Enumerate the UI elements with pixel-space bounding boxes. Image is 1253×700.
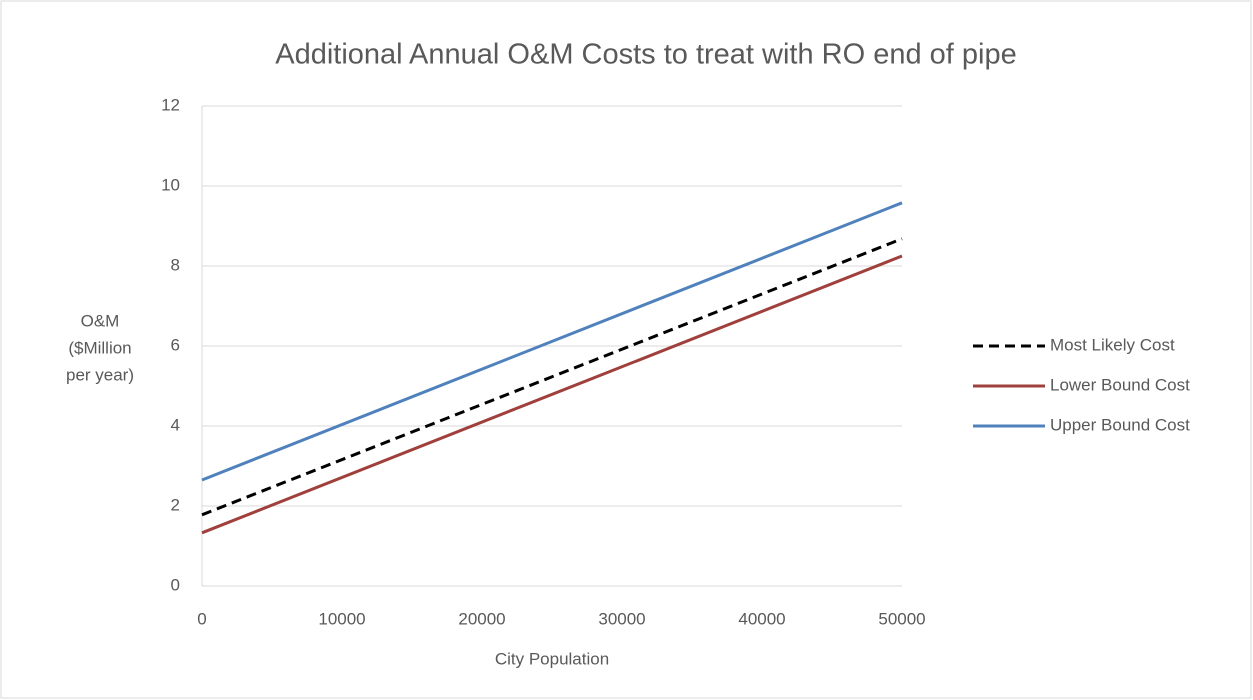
legend-label: Most Likely Cost	[1050, 335, 1175, 354]
legend-label: Upper Bound Cost	[1050, 415, 1190, 434]
y-tick-label: 0	[171, 575, 180, 594]
x-tick-label: 40000	[738, 609, 785, 628]
y-axis-title: ($Million	[68, 338, 131, 357]
y-tick-label: 2	[171, 495, 180, 514]
x-axis-title: City Population	[495, 649, 609, 668]
series-line	[201, 237, 903, 517]
y-axis-title: O&M	[81, 311, 120, 330]
legend-label: Lower Bound Cost	[1050, 375, 1190, 394]
x-tick-label: 30000	[598, 609, 645, 628]
x-tick-label: 50000	[878, 609, 925, 628]
y-tick-label: 6	[171, 335, 180, 354]
x-tick-label: 0	[197, 609, 206, 628]
series-line	[201, 254, 903, 535]
x-tick-label: 20000	[458, 609, 505, 628]
x-tick-label: 10000	[318, 609, 365, 628]
y-tick-label: 12	[161, 95, 180, 114]
y-tick-label: 4	[171, 415, 180, 434]
y-tick-label: 8	[171, 255, 180, 274]
series-line	[201, 201, 903, 482]
y-axis-title: per year)	[66, 365, 134, 384]
chart-title: Additional Annual O&M Costs to treat wit…	[275, 39, 1017, 71]
y-tick-label: 10	[161, 175, 180, 194]
